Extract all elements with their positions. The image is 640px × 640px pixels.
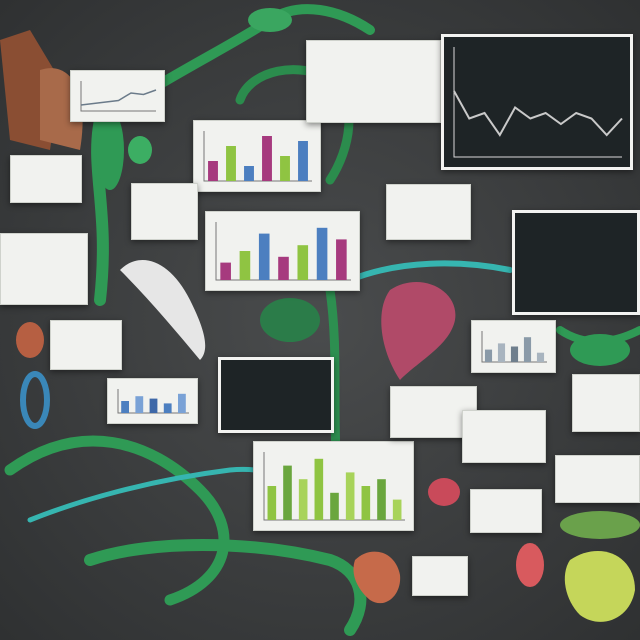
pink-specimen [428,478,460,506]
blue-bar-card [462,410,546,463]
leaf-bottom-right [560,511,640,539]
yellow-cluster [564,551,635,622]
axis [203,131,312,182]
small-card-left [10,155,82,203]
bar [336,239,347,280]
axis [263,452,405,521]
bar-chart-card-1 [193,120,321,192]
bar-chart-plot-3 [263,452,405,521]
axis [80,81,156,112]
white-bird [120,260,206,360]
bar-chart-plot [203,131,312,182]
right-chart-card [572,374,640,432]
bar [510,346,519,362]
orange-specimen [353,551,401,604]
bar [484,349,493,362]
diagram-card-top [306,40,441,123]
bar [262,136,272,181]
blue-loop [20,371,50,429]
bar [283,465,292,520]
bar [298,479,308,520]
bar [523,337,532,362]
bar [314,458,324,520]
photo-card-left [50,320,122,370]
text-card-right [555,455,640,503]
vine-left-bottom [4,435,230,606]
bar [297,245,309,280]
bar [177,393,186,413]
line-chart-plot [80,81,157,112]
diagram-card-left [131,183,198,240]
blue-chart-card-bottom [470,489,542,533]
line-chart-card-2 [0,233,88,305]
leaves [96,8,640,539]
bar [497,343,506,362]
bar [278,256,289,280]
axis [453,47,622,158]
bar [298,141,308,181]
left-specimen [16,322,44,358]
bar-chart-plot-5 [481,331,547,363]
bar [220,262,231,280]
bar-chart-plot-2 [215,222,351,281]
bar [361,486,371,520]
vine-bottom [84,539,367,636]
leaf-center [260,298,320,342]
bar [316,227,328,280]
bar [244,166,254,181]
pink-flower [381,281,456,380]
bar [267,486,277,520]
red-seed [516,543,544,587]
bar [258,233,270,280]
scatter-card-dark [218,357,334,433]
leaf-mid [128,136,152,164]
bar-chart-card-6 [386,184,471,240]
leaf-top [248,8,292,32]
bar-chart-plot-4 [117,389,189,414]
bar [536,352,545,362]
dark-line-chart-plot [453,47,623,158]
bar-chart-card-2 [205,211,360,291]
vine-cyan-mid [347,260,513,283]
bar [392,499,402,520]
bar-chart-card-3 [253,441,414,531]
bar [149,398,158,413]
bar [330,492,339,520]
series-line [80,89,157,106]
bar [135,396,144,413]
line-chart-card-dark [441,34,633,170]
bar-chart-card-4 [107,378,198,424]
line-chart-card-1 [70,70,165,122]
bar [163,403,172,413]
bar [239,251,251,280]
leaf-right-mid [570,334,630,366]
bar [377,479,386,520]
bar [208,161,218,181]
bar [345,472,355,520]
leaf-left [96,110,124,190]
bar-chart-card-5 [471,320,556,373]
series-line [453,90,623,137]
bar [280,156,290,181]
photo-card-bottom [412,556,468,596]
micro-image-card [512,210,640,315]
bar [121,401,130,413]
bar [226,146,236,181]
